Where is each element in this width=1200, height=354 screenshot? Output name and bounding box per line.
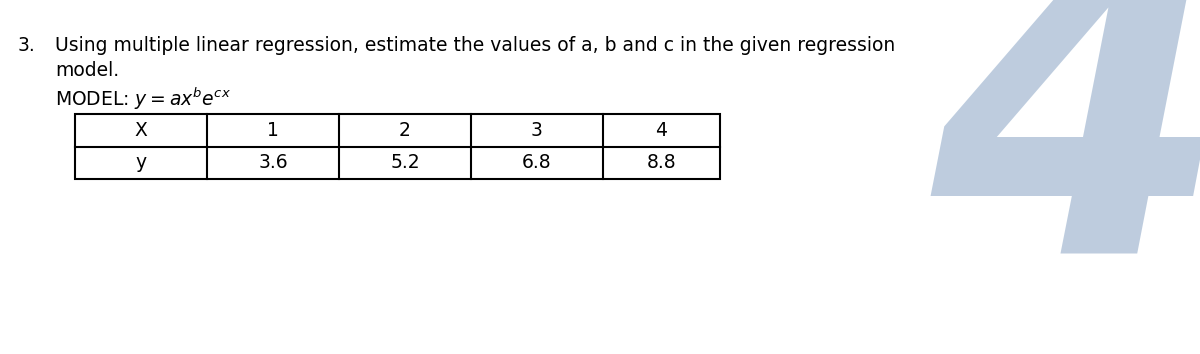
Bar: [74, 114, 720, 179]
Text: 4: 4: [930, 0, 1200, 344]
Text: model.: model.: [55, 61, 119, 80]
Text: Using multiple linear regression, estimate the values of a, b and c in the given: Using multiple linear regression, estima…: [55, 36, 895, 55]
Text: 4: 4: [655, 121, 667, 140]
Text: y: y: [136, 153, 146, 172]
Text: 3.6: 3.6: [258, 153, 288, 172]
Text: 1: 1: [268, 121, 278, 140]
Text: 2: 2: [400, 121, 410, 140]
Text: 6.8: 6.8: [522, 153, 552, 172]
Text: 3: 3: [532, 121, 542, 140]
Text: 5.2: 5.2: [390, 153, 420, 172]
Text: 3.: 3.: [18, 36, 36, 55]
Text: 8.8: 8.8: [647, 153, 677, 172]
Text: X: X: [134, 121, 148, 140]
Text: MODEL: $y = ax^be^{cx}$: MODEL: $y = ax^be^{cx}$: [55, 86, 230, 112]
